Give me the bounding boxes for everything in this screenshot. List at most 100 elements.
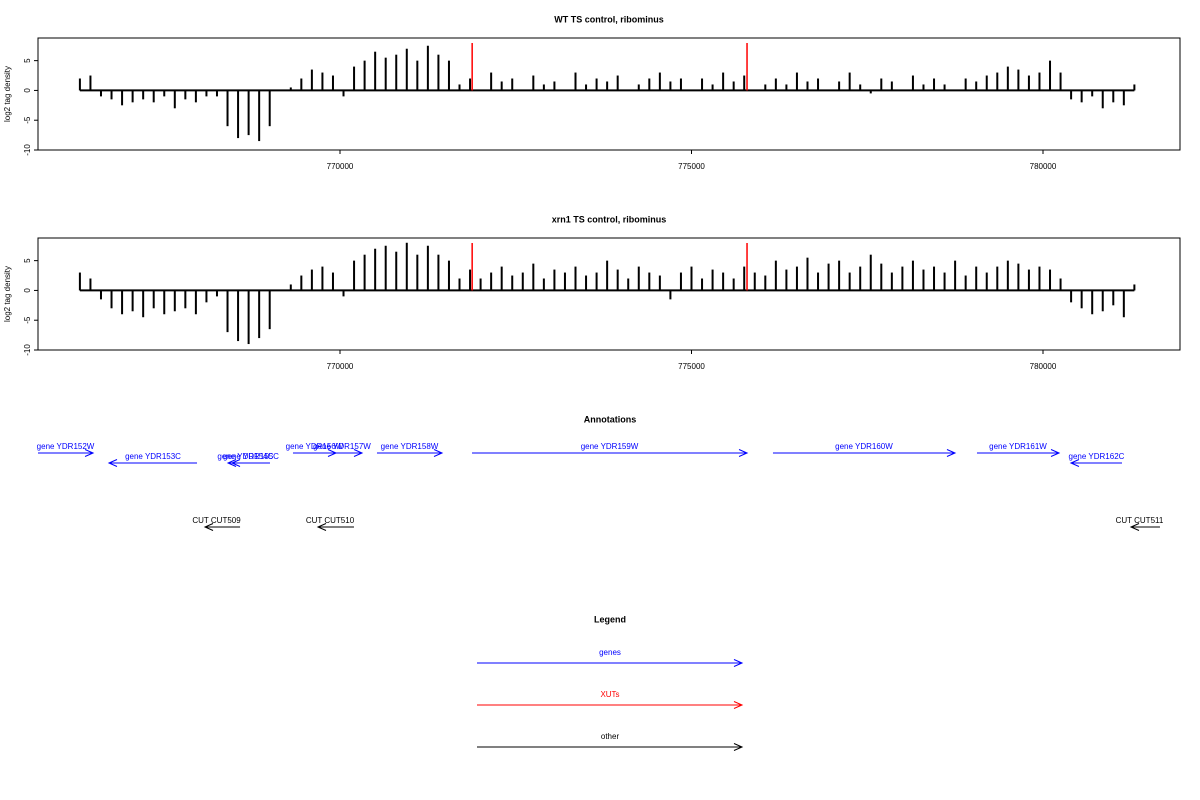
bar <box>880 263 883 291</box>
bar <box>78 78 81 91</box>
bar <box>226 90 229 127</box>
bar <box>563 272 566 291</box>
x-tick-label: 775000 <box>678 162 705 171</box>
bar <box>690 266 693 291</box>
bar <box>1122 90 1125 106</box>
bar <box>205 290 208 303</box>
bar <box>1038 72 1041 91</box>
bar <box>732 278 735 291</box>
bar <box>152 290 155 309</box>
bar <box>469 269 472 291</box>
legend-arrow-head <box>733 659 744 667</box>
gene-label: gene YDR153C <box>125 452 181 461</box>
bar <box>511 78 514 91</box>
bar <box>1080 90 1083 103</box>
bar <box>943 272 946 291</box>
bar <box>553 269 556 291</box>
y-tick-label: 5 <box>23 258 32 263</box>
bar <box>1006 260 1009 291</box>
x-tick-label: 770000 <box>327 362 354 371</box>
bar <box>933 78 936 91</box>
gene-arrow-head <box>84 449 95 457</box>
bar <box>1101 290 1104 312</box>
bar <box>99 90 102 97</box>
bar <box>1017 263 1020 291</box>
bar <box>901 266 904 291</box>
bar <box>701 78 704 91</box>
bar <box>215 90 218 97</box>
bar <box>532 75 535 91</box>
bar <box>648 78 651 91</box>
bar <box>732 81 735 91</box>
bar <box>258 290 261 339</box>
bar <box>869 254 872 291</box>
bar <box>458 278 461 291</box>
bar <box>1101 90 1104 109</box>
bar <box>416 60 419 91</box>
bar <box>553 81 556 91</box>
bar <box>1070 290 1073 303</box>
bar <box>711 84 714 91</box>
bar <box>964 78 967 91</box>
bar <box>131 90 134 103</box>
bar <box>859 84 862 91</box>
bar <box>152 90 155 103</box>
bar <box>331 272 334 291</box>
bar <box>701 278 704 291</box>
plot-frame <box>37 237 1181 351</box>
gene-label: gene YDR162C <box>1069 452 1125 461</box>
bar <box>121 90 124 106</box>
gene-label: gene YDR157W <box>313 442 371 451</box>
bar <box>110 90 113 100</box>
bar <box>753 272 756 291</box>
other-arrow-head <box>1129 523 1140 531</box>
bar <box>532 263 535 291</box>
bar <box>173 290 176 312</box>
bar <box>869 90 872 94</box>
bar <box>606 260 609 291</box>
legend-label: genes <box>599 648 621 657</box>
bar <box>679 272 682 291</box>
bar <box>342 290 345 297</box>
bar <box>838 260 841 291</box>
bar <box>848 72 851 91</box>
bar <box>416 254 419 291</box>
other-arrow-head <box>316 523 327 531</box>
gene-label: gene YDR159W <box>581 442 639 451</box>
bar <box>500 81 503 91</box>
gene-arrow-head <box>433 449 444 457</box>
bar <box>669 81 672 91</box>
bar <box>331 75 334 91</box>
bar <box>89 75 92 91</box>
bar <box>679 78 682 91</box>
bar <box>806 81 809 91</box>
bar <box>911 75 914 91</box>
bar <box>405 242 408 291</box>
bar <box>1027 75 1030 91</box>
y-tick-label: 0 <box>23 88 32 93</box>
bar <box>890 81 893 91</box>
bar <box>353 66 356 91</box>
bar <box>1049 269 1052 291</box>
gene-arrow-head <box>1050 449 1061 457</box>
bar <box>363 60 366 91</box>
bar <box>1038 266 1041 291</box>
bar <box>142 90 145 100</box>
bar <box>911 260 914 291</box>
bar <box>985 272 988 291</box>
legend-label: XUTs <box>600 690 619 699</box>
bar <box>500 266 503 291</box>
bar <box>1049 60 1052 91</box>
gene-arrow-head <box>230 459 241 467</box>
bar <box>437 54 440 91</box>
bar <box>184 290 187 309</box>
bar <box>890 272 893 291</box>
y-tick-label: 0 <box>23 288 32 293</box>
bar <box>795 72 798 91</box>
bar <box>711 269 714 291</box>
legend-arrow-head <box>733 701 744 709</box>
bar <box>774 78 777 91</box>
bar <box>585 84 588 91</box>
bar <box>616 269 619 291</box>
y-tick-label: -10 <box>23 344 32 356</box>
